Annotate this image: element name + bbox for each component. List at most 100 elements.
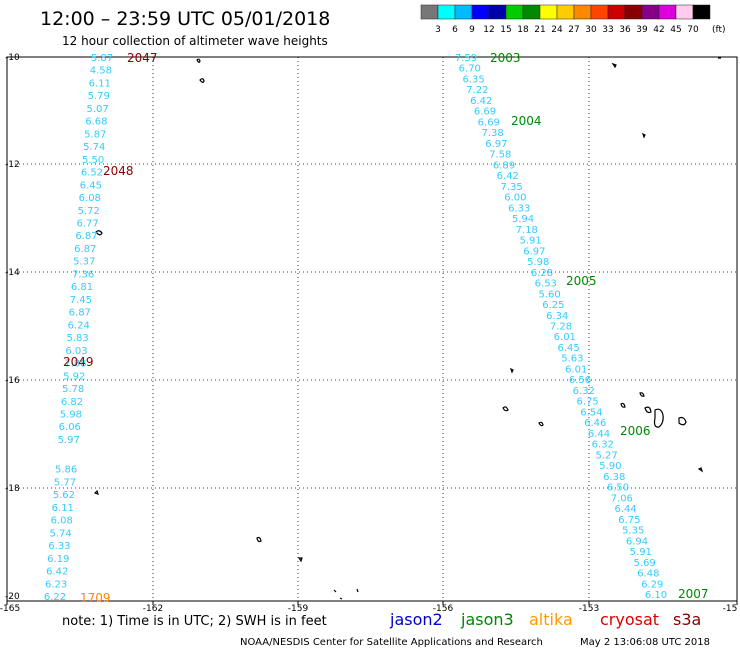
- pass-number-label: 2047: [127, 51, 158, 65]
- wave-height-value: 6.42: [46, 567, 68, 578]
- map-grid: [6, 57, 738, 605]
- wave-height-value: 4.58: [90, 66, 112, 77]
- legend-label: 3: [435, 25, 441, 35]
- wave-height-value: 6.08: [79, 193, 101, 204]
- island: [611, 62, 617, 69]
- wave-height-value: 6.77: [76, 219, 98, 230]
- wave-height-value: 5.94: [512, 214, 534, 225]
- island: [95, 230, 103, 236]
- wave-height-value: 6.87: [75, 231, 97, 242]
- wave-height-value: 6.82: [61, 397, 83, 408]
- wave-height-value: 6.00: [504, 193, 526, 204]
- legend-swatch: [675, 4, 694, 20]
- wave-height-value: 5.72: [78, 206, 100, 217]
- wave-height-value: 6.33: [508, 203, 530, 214]
- wave-height-value: 5.91: [519, 236, 541, 247]
- longitude-label: -159: [288, 604, 309, 614]
- legend-label: 27: [568, 25, 579, 35]
- wave-height-value: 6.32: [573, 386, 595, 397]
- island: [697, 467, 704, 473]
- legend-swatch: [573, 4, 592, 20]
- legend-swatch: [539, 4, 558, 20]
- wave-height-value: 6.87: [74, 244, 96, 255]
- pass-number-label: 2006: [620, 424, 651, 438]
- satellite-track-west: 5.874.586.115.795.076.685.875.745.506.52…: [44, 51, 158, 605]
- longitude-labels: -165 -162 -159 -156 -153 -15: [0, 604, 737, 614]
- wave-height-value: 6.81: [71, 282, 93, 293]
- wave-height-value: 7.35: [500, 182, 522, 193]
- longitude-label: -156: [433, 604, 454, 614]
- legend-label: 9: [469, 25, 475, 35]
- legend-label: 30: [585, 25, 597, 35]
- island: [678, 416, 687, 426]
- wave-height-value: 5.79: [88, 91, 110, 102]
- wave-height-value: 6.44: [588, 429, 610, 440]
- legend-label: 15: [500, 25, 511, 35]
- longitude-label: -165: [0, 604, 20, 614]
- wave-height-value: 6.08: [51, 516, 73, 527]
- legend-swatch: [505, 4, 524, 20]
- wave-height-value: 5.87: [84, 129, 106, 140]
- legend-swatch: [454, 4, 473, 20]
- legend-swatch: [488, 4, 507, 20]
- wave-height-value: 6.06: [59, 422, 81, 433]
- legend-jason3: jason3: [460, 610, 514, 629]
- legend-label: 12: [483, 25, 494, 35]
- wave-height-value: 7.28: [550, 322, 572, 333]
- wave-height-value: 5.83: [66, 333, 88, 344]
- wave-height-value: 6.97: [523, 246, 545, 257]
- wave-height-value: 6.45: [557, 343, 579, 354]
- latitude-label: -20: [5, 592, 20, 602]
- wave-height-value: 5.37: [73, 257, 95, 268]
- latitude-label: -16: [5, 376, 20, 386]
- island: [93, 489, 99, 495]
- latitude-label: -18: [5, 484, 20, 494]
- legend-label: 24: [551, 25, 563, 35]
- wave-height-value: 5.87: [91, 53, 113, 64]
- wave-height-value: 6.03: [65, 346, 87, 357]
- legend-cryosat: cryosat: [600, 610, 659, 629]
- legend-swatch: [692, 4, 711, 20]
- wave-height-value: 6.28: [531, 268, 553, 279]
- credit-line: NOAA/NESDIS Center for Satellite Applica…: [240, 637, 543, 648]
- wave-height-value: 6.70: [459, 64, 481, 75]
- pass-number-label: 1709: [80, 591, 111, 605]
- island: [199, 78, 205, 83]
- longitude-label: -153: [579, 604, 599, 614]
- wave-height-value: 5.27: [595, 450, 617, 461]
- wave-height-value: 6.48: [637, 569, 659, 580]
- pass-number-label: 2003: [490, 51, 521, 65]
- wave-height-value: 7.59: [455, 53, 477, 64]
- timestamp: May 2 13:06:08 UTC 2018: [580, 637, 710, 648]
- legend-label: 33: [602, 25, 613, 35]
- legend-unit: (ft): [712, 25, 726, 35]
- wave-height-value: 6.24: [68, 320, 90, 331]
- wave-height-value: 5.91: [630, 547, 652, 558]
- wave-height-value: 6.45: [80, 180, 102, 191]
- legend-jason2: jason2: [389, 610, 443, 629]
- wave-height-value: 5.92: [63, 371, 85, 382]
- wave-height-value: 7.58: [489, 150, 511, 161]
- wave-height-value: 5.77: [54, 477, 76, 488]
- wave-height-value: 6.68: [85, 117, 107, 128]
- wave-height-value: 6.38: [603, 472, 625, 483]
- wave-height-value: 6.94: [626, 536, 648, 547]
- latitude-label: -12: [5, 160, 20, 170]
- wave-height-value: 5.50: [82, 155, 104, 166]
- wave-height-value: 7.22: [466, 85, 488, 96]
- legend-swatch: [420, 4, 439, 20]
- map-title: 12:00 – 23:59 UTC 05/01/2018: [40, 8, 330, 30]
- wave-height-value: 5.86: [55, 465, 77, 476]
- color-scale-legend: 3 6 9 12 15 18 21 24 27 30 33 36 39 42 45 70: [420, 4, 711, 35]
- island: [256, 536, 262, 543]
- latitude-labels: -10 -12 -14 -16 -18 -20: [5, 53, 20, 602]
- island: [502, 406, 509, 412]
- wave-height-value: 6.69: [474, 107, 496, 118]
- legend-label: 39: [636, 25, 648, 35]
- wave-height-value: 6.34: [546, 311, 568, 322]
- pass-number-label: 2005: [566, 274, 597, 288]
- wave-height-value: 6.44: [614, 504, 636, 515]
- latitude-label: -14: [5, 268, 20, 278]
- legend-label: 6: [452, 25, 458, 35]
